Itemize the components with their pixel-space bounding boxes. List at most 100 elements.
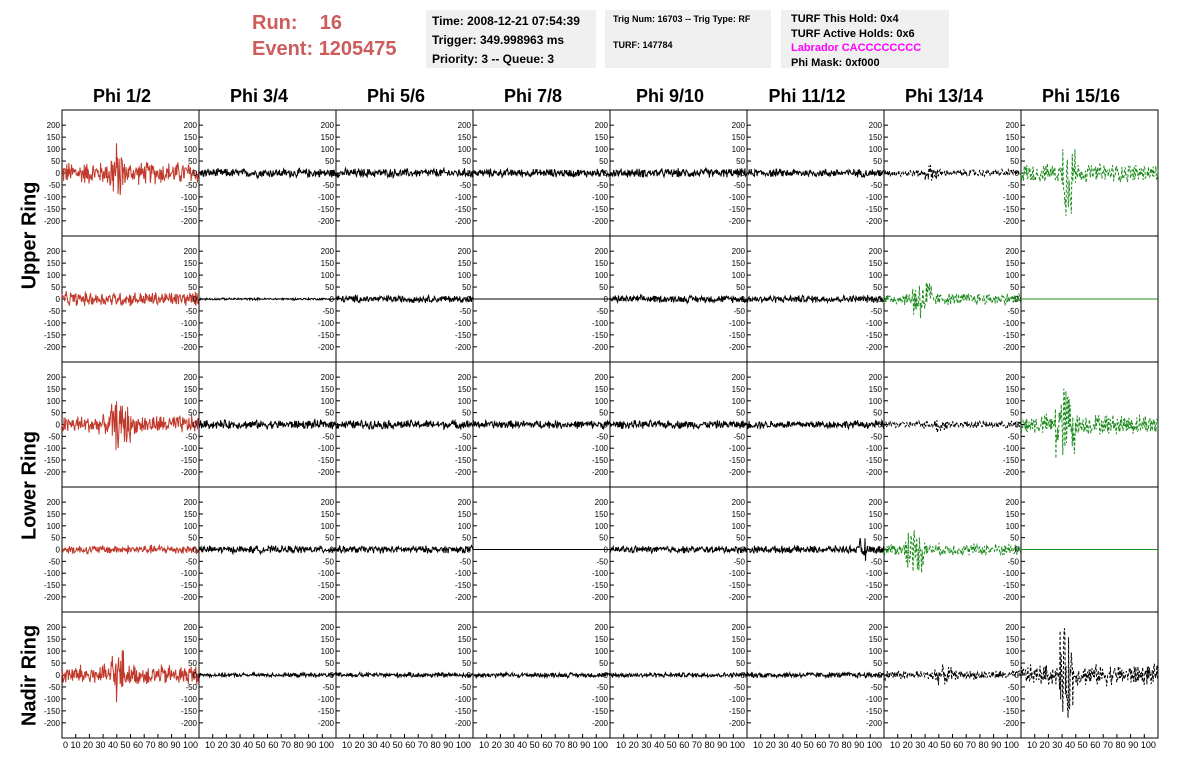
y-tick-label: -150 <box>866 456 883 465</box>
y-tick-label: 200 <box>869 373 883 382</box>
waveform-trace <box>883 530 1022 573</box>
y-tick-label: 0 <box>467 295 472 304</box>
y-tick-label: 0 <box>193 671 198 680</box>
y-tick-label: 200 <box>184 623 198 632</box>
y-tick-label: 0 <box>467 546 472 555</box>
y-tick-label: 150 <box>595 510 609 519</box>
y-tick-label: 100 <box>732 397 746 406</box>
y-tick-label: -100 <box>44 444 61 453</box>
y-tick-label: -50 <box>48 432 60 441</box>
y-tick-label: 150 <box>1006 510 1020 519</box>
y-tick-label: 100 <box>47 145 61 154</box>
y-tick-label: -200 <box>318 217 335 226</box>
waveform-trace <box>609 419 748 431</box>
y-tick-label: 50 <box>325 409 334 418</box>
y-tick-label: -100 <box>729 319 746 328</box>
column-header-phi-9-10: Phi 9/10 <box>635 86 705 106</box>
y-tick-label: 200 <box>47 373 61 382</box>
y-tick-label: 50 <box>599 409 608 418</box>
y-tick-label: 150 <box>595 635 609 644</box>
waveform-trace <box>883 418 1022 433</box>
y-tick-label: 100 <box>869 522 883 531</box>
y-tick-label: 50 <box>736 157 745 166</box>
waveform-trace <box>472 670 611 680</box>
event-label: Event: <box>252 38 314 60</box>
y-tick-label: -200 <box>455 217 472 226</box>
y-tick-label: -50 <box>733 557 745 566</box>
y-tick-label: 200 <box>869 121 883 130</box>
y-tick-label: 100 <box>1006 271 1020 280</box>
y-tick-label: -200 <box>318 719 335 728</box>
y-tick-label: 0 <box>330 295 335 304</box>
y-tick-label: -100 <box>455 193 472 202</box>
y-tick-label: 50 <box>51 283 60 292</box>
y-tick-label: -100 <box>44 193 61 202</box>
run-line: Run: 16 <box>252 10 397 36</box>
waveform-trace <box>335 166 474 180</box>
y-tick-label: 200 <box>1006 247 1020 256</box>
y-tick-label: -150 <box>181 331 198 340</box>
y-tick-label: 200 <box>184 373 198 382</box>
y-tick-label: -150 <box>318 456 335 465</box>
waveform-trace <box>61 401 200 451</box>
y-tick-label: -100 <box>318 569 335 578</box>
turf-this-hold-text: TURF This Hold: 0x4 <box>791 13 899 25</box>
y-tick-label: 200 <box>321 373 335 382</box>
y-tick-label: 50 <box>325 283 334 292</box>
y-tick-label: 200 <box>1006 498 1020 507</box>
y-tick-label: 100 <box>184 647 198 656</box>
y-tick-label: -100 <box>729 569 746 578</box>
y-tick-label: 150 <box>47 133 61 142</box>
y-tick-label: 200 <box>47 498 61 507</box>
time-text: Time: 2008-12-21 07:54:39 <box>432 14 580 28</box>
column-header-phi-3-4: Phi 3/4 <box>229 86 289 106</box>
run-event-box: Run: 16 Event: 1205475 <box>252 10 397 62</box>
y-tick-label: 150 <box>458 385 472 394</box>
y-tick-label: 100 <box>732 271 746 280</box>
y-tick-label: -50 <box>733 683 745 692</box>
y-tick-label: 50 <box>873 409 882 418</box>
column-header-phi-1-2: Phi 1/2 <box>92 86 152 106</box>
y-tick-label: -200 <box>1003 593 1020 602</box>
trig-info-box: Trig Num: 16703 -- Trig Type: RF TURF: 1… <box>605 10 771 68</box>
x-tick-labels: 10 20 30 40 50 60 70 80 90 100 <box>890 740 1019 750</box>
y-tick-label: 100 <box>321 522 335 531</box>
waveform-trace <box>198 418 337 430</box>
y-tick-label: -200 <box>1003 468 1020 477</box>
y-tick-label: -50 <box>322 683 334 692</box>
y-tick-label: -50 <box>48 181 60 190</box>
y-tick-label: 100 <box>321 145 335 154</box>
y-tick-label: 150 <box>458 510 472 519</box>
column-header-phi-11-12: Phi 11/12 <box>768 86 846 106</box>
y-tick-label: -150 <box>44 581 61 590</box>
y-tick-label: -50 <box>322 557 334 566</box>
y-tick-label: -50 <box>596 181 608 190</box>
y-tick-label: -150 <box>1003 581 1020 590</box>
y-tick-label: 0 <box>330 421 335 430</box>
y-tick-label: 150 <box>732 635 746 644</box>
y-tick-label: -150 <box>866 205 883 214</box>
y-tick-label: 150 <box>458 133 472 142</box>
y-tick-label: 0 <box>878 421 883 430</box>
waveform-trace <box>335 671 474 680</box>
y-tick-label: -100 <box>181 319 198 328</box>
y-tick-label: 150 <box>595 133 609 142</box>
y-tick-label: -50 <box>185 307 197 316</box>
waveform-trace <box>61 650 200 703</box>
y-tick-label: 100 <box>47 522 61 531</box>
y-tick-label: -200 <box>866 343 883 352</box>
y-tick-label: -50 <box>185 683 197 692</box>
y-tick-label: 150 <box>321 635 335 644</box>
y-tick-label: 0 <box>878 169 883 178</box>
y-tick-label: 150 <box>732 385 746 394</box>
y-tick-label: -150 <box>1003 456 1020 465</box>
y-tick-label: 0 <box>467 671 472 680</box>
turf-active-holds-text: TURF Active Holds: 0x6 <box>791 27 915 40</box>
y-tick-label: 50 <box>51 659 60 668</box>
y-tick-label: -100 <box>1003 695 1020 704</box>
y-tick-label: 100 <box>458 522 472 531</box>
y-tick-label: 200 <box>595 623 609 632</box>
y-tick-label: 100 <box>321 397 335 406</box>
y-tick-label: 50 <box>1010 534 1019 543</box>
y-tick-label: -50 <box>322 432 334 441</box>
